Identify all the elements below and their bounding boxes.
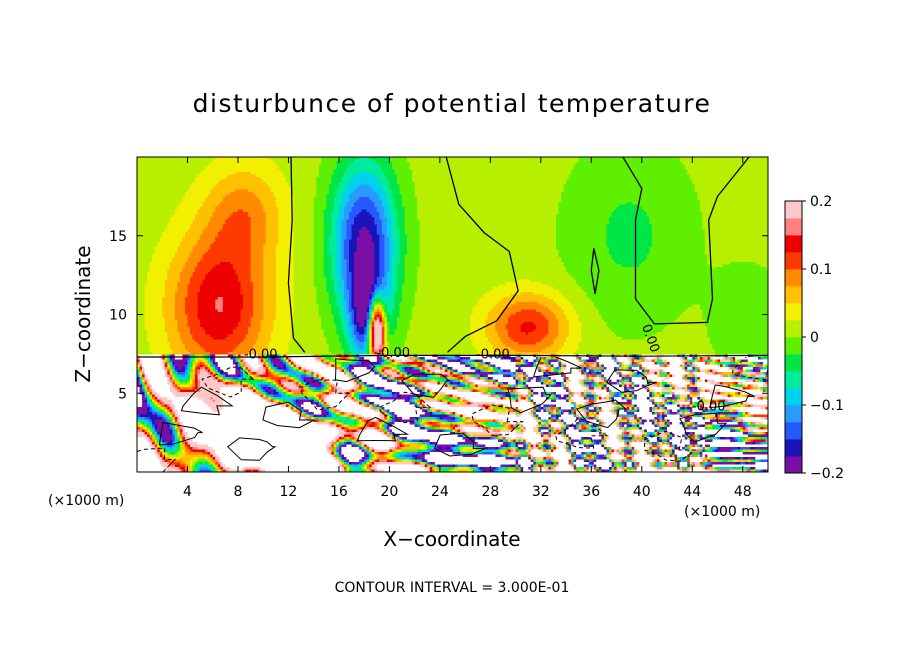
- interface-contour: [137, 354, 768, 358]
- contour-line: [471, 404, 524, 436]
- x-tick-label: 16: [330, 484, 348, 500]
- contour-line: [679, 412, 728, 443]
- contour-label: -0.00: [376, 346, 410, 361]
- y-tick-label: 10: [109, 308, 127, 324]
- colorbar-swatch: [785, 405, 802, 423]
- contour-line: [590, 248, 600, 295]
- colorbar-swatch: [785, 354, 802, 372]
- y-axis-label: Z−coordinate: [71, 245, 95, 382]
- contour-label: -0.00: [244, 348, 278, 363]
- heatmap-plot: -0.00 -0.00 -0.000.00-0.00 4 8 12 16 20 24 28 32 3…: [109, 156, 769, 500]
- colorbar-label: −0.2: [810, 466, 844, 482]
- colorbar-label: −0.1: [810, 398, 844, 414]
- colorbar-label: 0: [810, 330, 819, 346]
- contour-line: [298, 379, 351, 411]
- contour-line: [532, 357, 582, 378]
- contour-label: -0.00: [476, 348, 510, 363]
- contour-line: [622, 157, 750, 325]
- x-axis: 4 8 12 16 20 24 28 32 36 40 44 48: [183, 157, 752, 500]
- contour-line: [158, 421, 203, 446]
- contour-line: [262, 401, 315, 429]
- y-tick-label: 15: [109, 229, 127, 245]
- contour-line: [180, 386, 234, 416]
- contour-line: [445, 157, 519, 353]
- x-tick-label: 8: [234, 484, 243, 500]
- y-axis: 5 10 15: [109, 229, 768, 402]
- colorbar-swatch: [785, 388, 802, 406]
- colorbar-swatch: [785, 269, 802, 287]
- colorbar-swatch: [785, 218, 802, 236]
- x-tick-label: 44: [683, 484, 701, 500]
- contour-line: [334, 358, 376, 383]
- contour-line: [356, 416, 410, 442]
- contour-line: [731, 357, 768, 381]
- contour-label: -0.00: [692, 400, 726, 415]
- contour-line: [433, 432, 486, 457]
- colorbar-swatch: [785, 303, 802, 321]
- lower-contours: [137, 357, 768, 472]
- x-tick-label: 20: [380, 484, 398, 500]
- contour-line: [575, 399, 628, 429]
- x-tick-label: 32: [532, 484, 550, 500]
- x-tick-label: 36: [582, 484, 600, 500]
- contour-line: [287, 157, 306, 353]
- colorbar-swatch: [785, 371, 802, 389]
- colorbar-swatch: [785, 252, 802, 270]
- colorbar-swatch: [785, 320, 802, 338]
- x-tick-label: 28: [481, 484, 499, 500]
- colorbar-swatch: [785, 201, 802, 219]
- colorbar: 0.2 0.1 0 −0.1 −0.2: [784, 194, 844, 482]
- colorbar-swatch: [785, 286, 802, 304]
- colorbar-swatch: [785, 235, 802, 253]
- x-tick-label: 40: [633, 484, 651, 500]
- x-unit-left: (×1000 m): [48, 493, 124, 509]
- contour-line: [226, 437, 277, 461]
- x-tick-label: 24: [431, 484, 449, 500]
- colorbar-swatch: [785, 439, 802, 457]
- colorbar-label: 0.2: [810, 194, 832, 210]
- x-tick-label: 12: [279, 484, 297, 500]
- contour-line: [606, 369, 657, 393]
- contour-line: [401, 373, 451, 398]
- contour-line: [507, 386, 552, 414]
- colorbar-swatch: [785, 456, 802, 474]
- colorbar-swatch: [785, 422, 802, 440]
- contour-line: [378, 391, 432, 424]
- x-tick-label: 48: [734, 484, 752, 500]
- x-axis-label: X−coordinate: [383, 527, 520, 551]
- x-tick-label: 4: [183, 484, 192, 500]
- contour-line: [709, 384, 755, 409]
- heatmap-field: [137, 157, 768, 472]
- contour-line: [555, 417, 609, 449]
- colorbar-label: 0.1: [810, 262, 832, 278]
- contour-lines: [137, 157, 768, 472]
- chart-title: disturbunce of potential temperature: [193, 89, 712, 118]
- contour-line: [201, 366, 255, 398]
- x-unit-right: (×1000 m): [684, 504, 760, 520]
- y-tick-label: 5: [118, 386, 127, 402]
- contour-line: [643, 430, 697, 462]
- contour-line: [137, 447, 177, 472]
- contour-interval-note: CONTOUR INTERVAL = 3.000E-01: [335, 580, 570, 596]
- colorbar-swatch: [785, 337, 802, 355]
